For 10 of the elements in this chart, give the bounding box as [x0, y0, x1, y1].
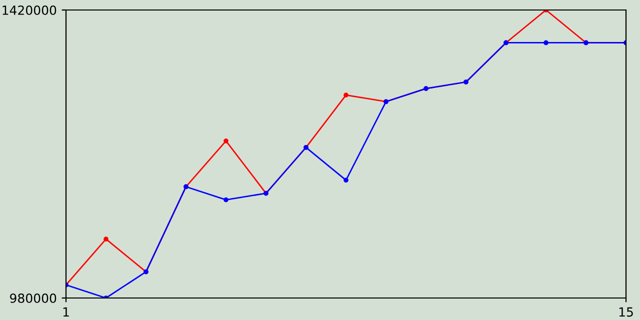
point: [224, 197, 228, 202]
point: [344, 178, 348, 183]
y-tick-label: 980000: [10, 293, 56, 303]
y-tick-label: 1420000: [2, 5, 56, 15]
point: [344, 92, 348, 98]
point: [224, 138, 228, 144]
x-tick-label: 1: [63, 307, 69, 317]
point: [104, 236, 108, 242]
point: [544, 40, 548, 46]
x-tick-label: 15: [619, 307, 633, 317]
